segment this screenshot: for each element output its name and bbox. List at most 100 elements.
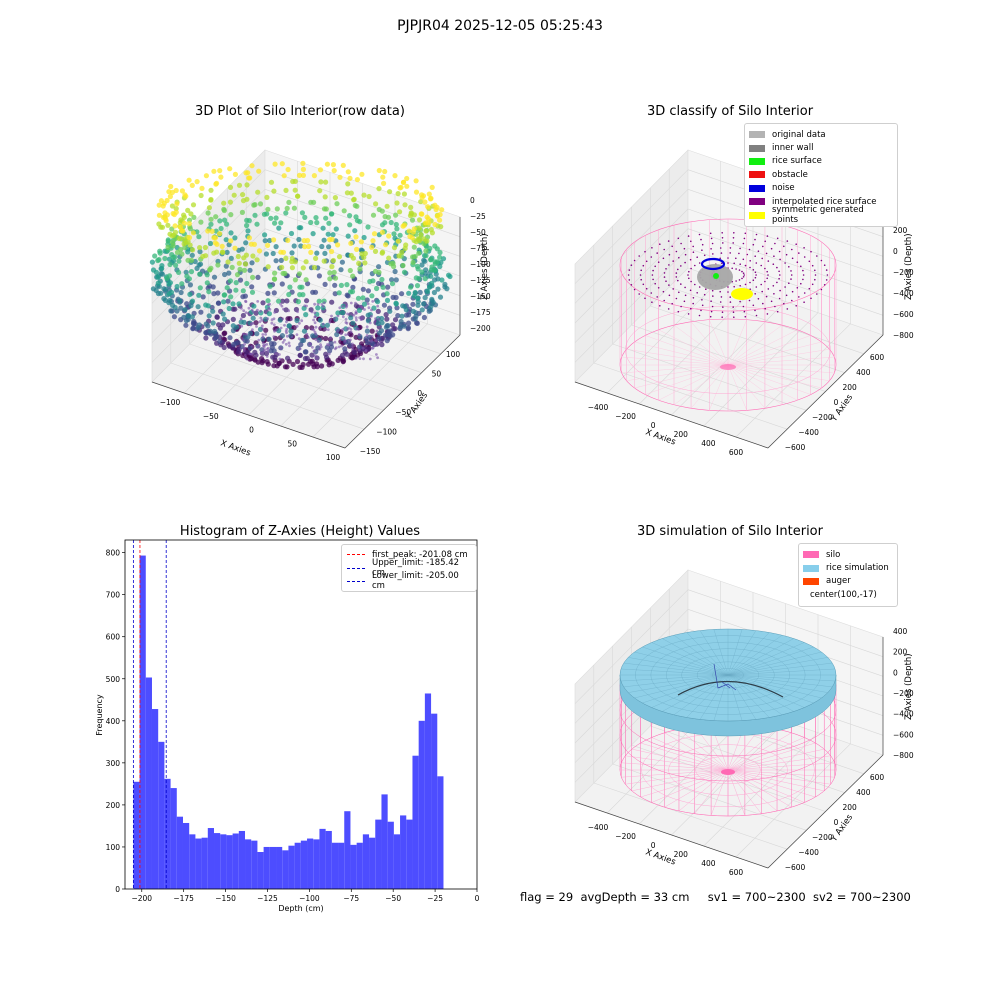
- simulation-x-tick: −400: [588, 823, 609, 832]
- rice-mesh-spoke: [727, 674, 743, 721]
- simulation-z-tick: 400: [893, 627, 908, 636]
- raw-point: [384, 323, 390, 329]
- raw-point: [189, 299, 195, 305]
- raw-point: [354, 310, 358, 313]
- raw-point: [186, 276, 192, 282]
- silo-floor-spoke: [727, 769, 825, 792]
- raw-point: [345, 252, 351, 258]
- raw-point: [304, 298, 310, 304]
- raw-point: [203, 173, 209, 179]
- noise-ring: [700, 257, 726, 271]
- raw-point: [413, 231, 419, 237]
- raw-point: [421, 236, 427, 242]
- raw-point: [362, 357, 365, 361]
- raw-point: [345, 293, 351, 299]
- raw-point: [385, 323, 391, 329]
- raw-point: [383, 242, 389, 248]
- raw-point: [375, 353, 378, 356]
- interpolated-surface-point: [663, 248, 665, 251]
- raw-point: [274, 326, 280, 332]
- raw-point: [369, 271, 375, 277]
- interpolated-surface-point: [795, 243, 797, 245]
- interpolated-surface-point: [742, 276, 745, 278]
- raw-point: [406, 290, 412, 296]
- raw-point: [424, 234, 431, 240]
- raw-point: [396, 253, 402, 259]
- rice-mesh-spoke: [727, 651, 822, 676]
- silo-floor-spoke: [678, 769, 729, 812]
- raw-point: [203, 270, 210, 276]
- raw-point: [379, 250, 385, 256]
- raw-point: [402, 202, 408, 208]
- raw-point: [289, 265, 295, 271]
- raw-point: [348, 289, 354, 295]
- interpolated-surface-point: [688, 270, 690, 273]
- raw-point: [165, 244, 171, 250]
- raw-point: [244, 300, 248, 303]
- raw-point: [323, 354, 330, 360]
- raw-point: [242, 334, 248, 340]
- grid-line: [574, 648, 689, 763]
- raw-point: [330, 318, 336, 324]
- raw-point: [235, 340, 241, 346]
- raw-point: [284, 342, 288, 346]
- raw-point: [164, 212, 170, 218]
- raw-point: [301, 305, 307, 311]
- raw-point: [378, 341, 382, 344]
- interpolated-surface-point: [680, 283, 682, 285]
- raw-point: [212, 240, 218, 246]
- raw-point: [268, 302, 271, 306]
- classify-legend-label: rice surface: [772, 156, 822, 167]
- raw-point: [400, 179, 407, 185]
- raw-point: [371, 305, 377, 311]
- raw-point: [207, 283, 213, 289]
- raw-point: [370, 238, 376, 244]
- raw-point: [181, 195, 187, 201]
- interpolated-surface-point: [701, 279, 704, 282]
- grid-line: [189, 343, 384, 411]
- histogram-bar: [139, 555, 146, 889]
- raw-point: [271, 341, 277, 347]
- raw-point: [374, 332, 380, 338]
- raw-point: [410, 262, 416, 268]
- raw-point: [271, 188, 277, 194]
- raw-point: [402, 245, 408, 251]
- raw-point: [249, 323, 253, 327]
- raw-point: [167, 297, 173, 304]
- raw-point: [421, 257, 427, 263]
- raw-point: [272, 270, 278, 276]
- raw-point: [296, 271, 303, 277]
- rice-mesh-spoke: [727, 629, 743, 676]
- raw-point: [170, 237, 176, 243]
- classify-legend-swatch: [749, 157, 765, 165]
- raw-point: [428, 227, 434, 233]
- simulation-zlabel: Z Axies (Depth): [904, 653, 914, 720]
- interpolated-surface-point: [684, 253, 687, 256]
- raw-point: [258, 320, 262, 324]
- raw-point: [288, 325, 294, 331]
- raw-point: [374, 317, 377, 321]
- raw-point: [429, 255, 435, 261]
- histogram-bar: [344, 811, 351, 889]
- raw-point: [302, 355, 308, 362]
- raw-point: [285, 320, 288, 324]
- raw-point: [217, 325, 223, 331]
- raw-point: [351, 347, 355, 351]
- interpolated-surface-point: [754, 293, 756, 295]
- raw-point: [235, 253, 241, 260]
- raw-point: [168, 243, 174, 249]
- raw-point: [422, 295, 428, 301]
- raw-point: [241, 267, 248, 273]
- rice-mesh-spoke: [727, 646, 814, 676]
- raw-point: [368, 321, 372, 325]
- raw-point: [412, 289, 418, 296]
- raw-x-tick: 100: [326, 453, 341, 462]
- interpolated-surface-point: [701, 299, 703, 301]
- raw-point: [263, 350, 270, 357]
- raw-point: [388, 261, 394, 267]
- interpolated-surface-point: [810, 297, 812, 300]
- raw-point: [411, 212, 417, 218]
- raw-point: [338, 339, 344, 345]
- raw-point: [410, 231, 416, 237]
- interpolated-surface-point: [650, 292, 653, 294]
